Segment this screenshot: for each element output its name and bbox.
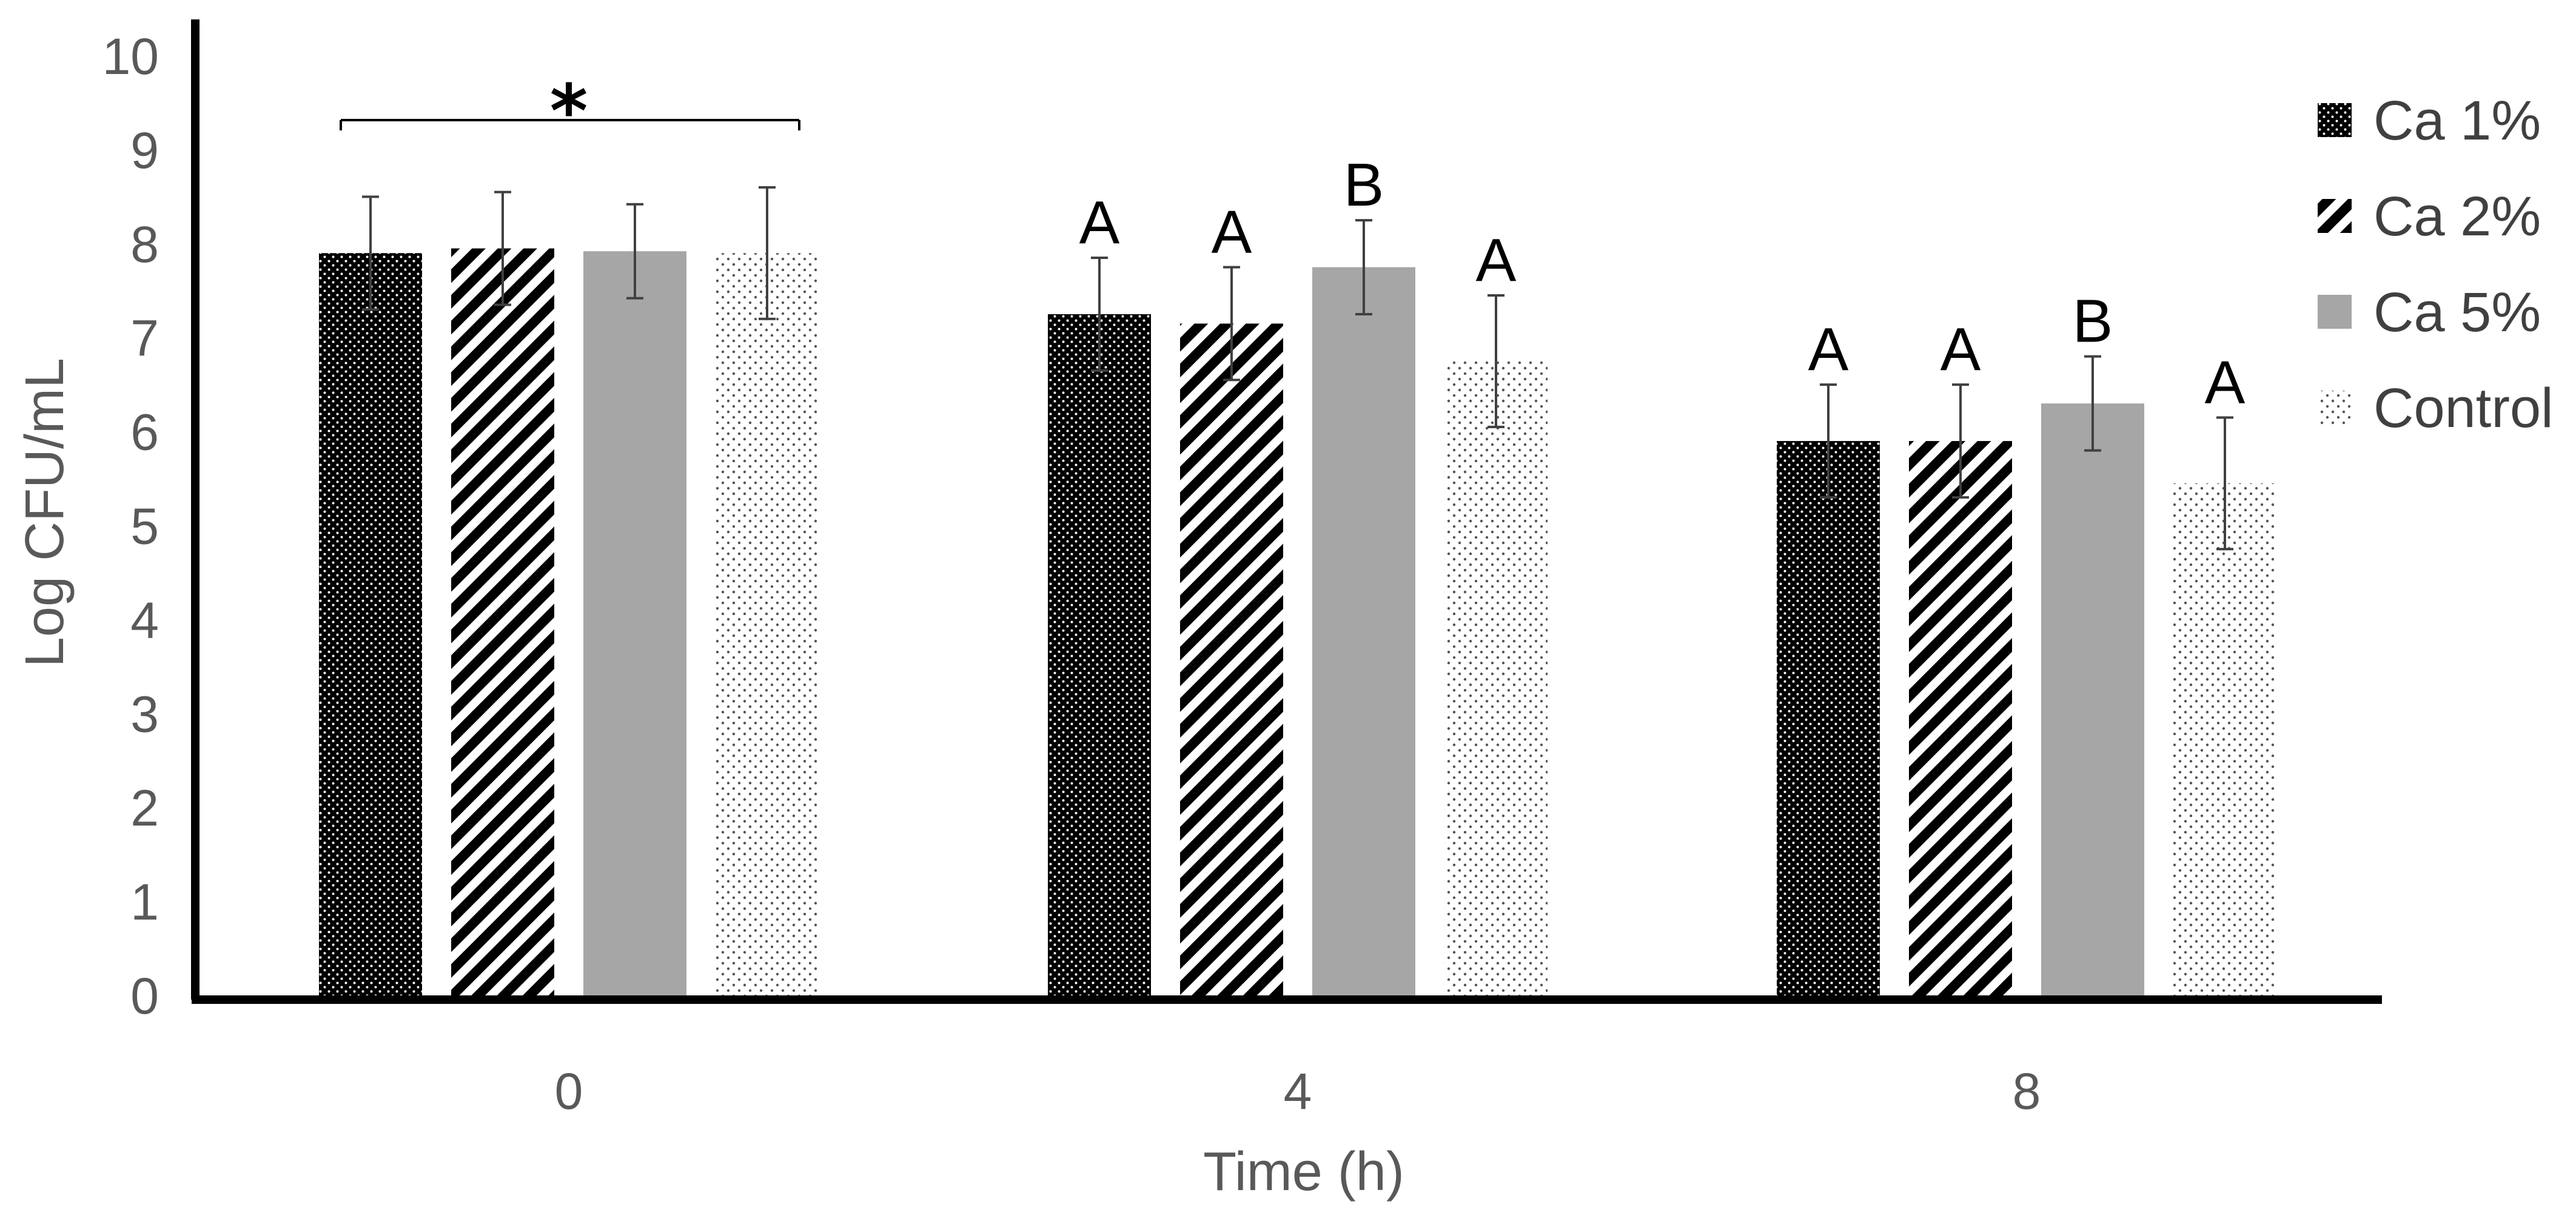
x-tick-labels: 0 4 8 (555, 1063, 2041, 1120)
bar (1444, 361, 1548, 995)
bar (1180, 323, 1283, 995)
y-tick-labels: 0 1 2 3 4 5 6 7 8 9 10 (102, 28, 159, 1025)
y-tick-label: 0 (130, 967, 159, 1025)
bar (716, 253, 819, 995)
bars-layer (319, 248, 2276, 995)
x-axis-title: Time (h) (1203, 1142, 1404, 1202)
x-tick-label: 0 (555, 1063, 583, 1120)
bar (2173, 483, 2276, 995)
y-tick-label: 2 (130, 779, 159, 836)
significance-letter: B (2073, 288, 2113, 355)
legend: Ca 1% Ca 2% Ca 5% Control (2318, 90, 2554, 439)
bar (1777, 441, 1880, 995)
significance-letter: A (1808, 315, 1849, 383)
y-tick-label: 8 (130, 216, 159, 273)
significance-letter: A (1940, 315, 1981, 383)
legend-label: Ca 2% (2373, 186, 2541, 247)
legend-label: Ca 1% (2373, 90, 2541, 152)
bar (1909, 441, 2012, 995)
significance-letter: B (1344, 151, 1384, 219)
bar (2041, 403, 2144, 995)
significance-letter: A (1212, 198, 1252, 266)
y-tick-label: 4 (130, 591, 159, 648)
significance-letter: A (2205, 348, 2246, 416)
bar (451, 248, 554, 995)
legend-label: Ca 5% (2373, 281, 2541, 343)
significance-letters-layer: A A A A B B A A (1079, 151, 2246, 416)
legend-label: Control (2373, 377, 2554, 439)
legend-swatch (2318, 199, 2352, 233)
bar (1048, 314, 1151, 995)
legend-swatch (2318, 295, 2352, 329)
y-axis-title: Log CFU/mL (15, 358, 75, 667)
y-tick-label: 7 (130, 310, 159, 367)
y-tick-label: 3 (130, 685, 159, 742)
x-tick-label: 8 (2013, 1063, 2041, 1120)
y-tick-label: 9 (130, 122, 159, 179)
legend-swatch (2318, 391, 2352, 425)
bar (319, 253, 422, 995)
legend-swatch (2318, 103, 2352, 137)
y-tick-label: 6 (130, 404, 159, 461)
y-tick-label: 5 (130, 498, 159, 555)
y-tick-label: 1 (130, 873, 159, 930)
y-tick-label: 10 (102, 28, 159, 85)
significance-bracket: * (340, 70, 800, 154)
error-bars-layer (362, 186, 2233, 551)
significance-letter: A (1476, 226, 1517, 294)
bar (583, 251, 686, 995)
significance-letter: A (1079, 189, 1120, 257)
bar (1312, 267, 1415, 995)
x-tick-label: 4 (1284, 1063, 1312, 1120)
significance-star: * (550, 70, 588, 154)
